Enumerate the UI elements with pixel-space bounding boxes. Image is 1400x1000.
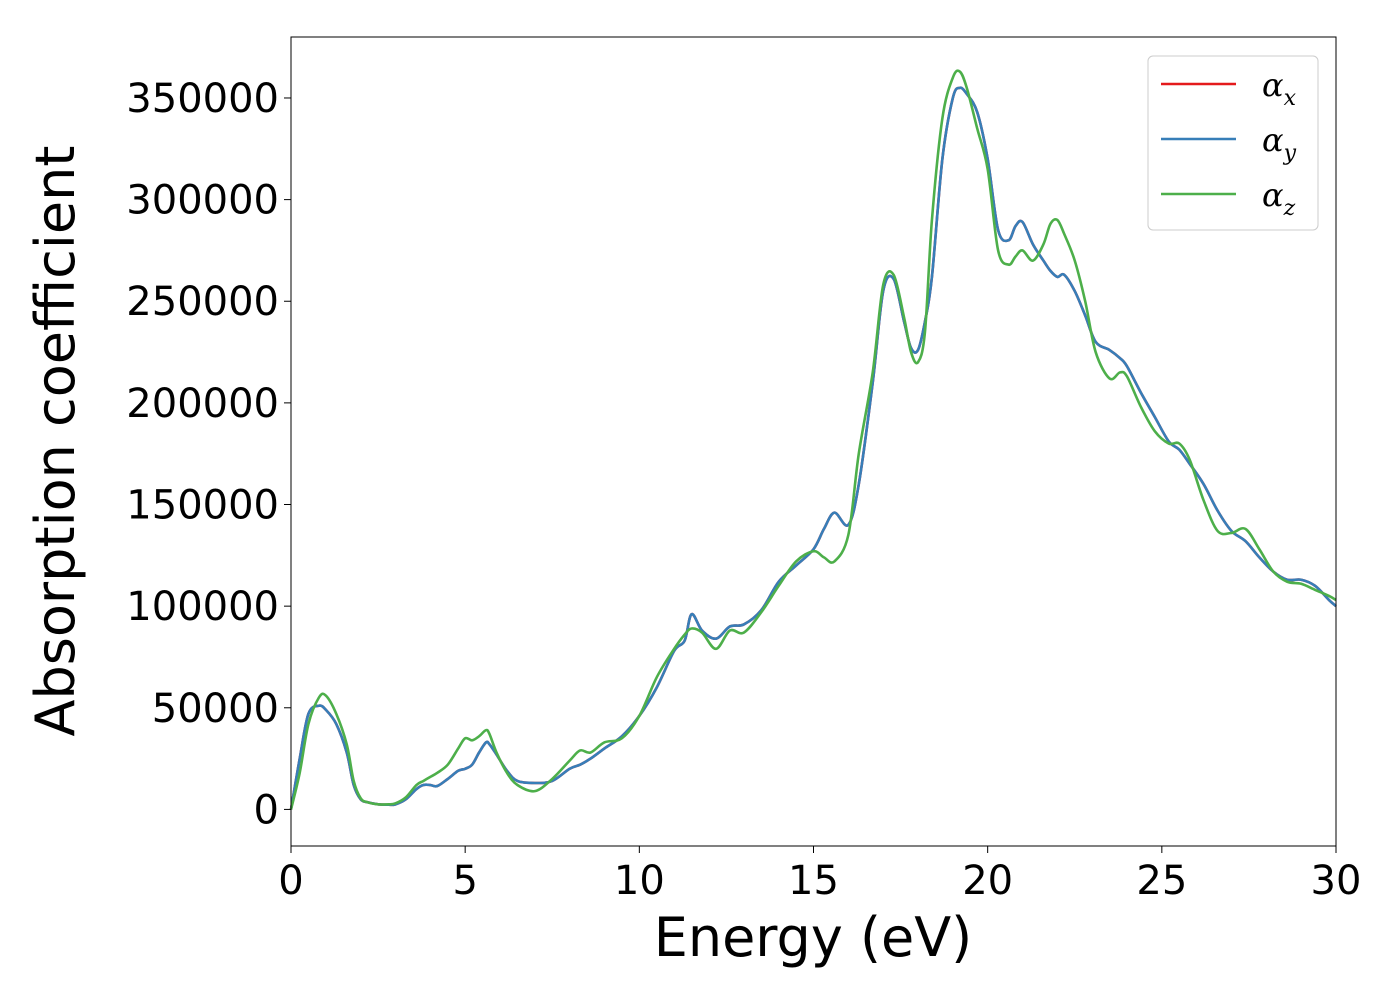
y-axis-title: Absorption coefficient [24, 146, 87, 737]
x-axis-title: Energy (eV) [654, 906, 973, 969]
y-tick-label: 300000 [126, 178, 279, 224]
y-tick-label: 0 [254, 787, 279, 833]
x-tick-label: 10 [614, 858, 665, 904]
x-tick-label: 5 [452, 858, 477, 904]
x-axis-ticks: 0 5 10 15 20 25 30 [278, 846, 1361, 904]
y-tick-label: 200000 [126, 381, 279, 427]
x-tick-label: 25 [1136, 858, 1187, 904]
series-line-y [289, 86, 1337, 810]
y-tick-label: 250000 [126, 279, 279, 325]
legend-box [1147, 55, 1319, 231]
x-tick-label: 15 [788, 858, 839, 904]
x-tick-label: 30 [1311, 858, 1362, 904]
y-tick-label: 350000 [126, 76, 279, 122]
y-axis-ticks: 0 50000 100000 150000 200000 250000 300000 3500… [126, 76, 291, 833]
plot-lines [289, 69, 1337, 810]
x-tick-label: 20 [962, 858, 1013, 904]
y-tick-label: 100000 [126, 584, 279, 630]
y-tick-label: 150000 [126, 483, 279, 529]
series-line-z [289, 69, 1337, 810]
y-tick-label: 50000 [152, 686, 279, 732]
x-tick-label: 0 [278, 858, 303, 904]
